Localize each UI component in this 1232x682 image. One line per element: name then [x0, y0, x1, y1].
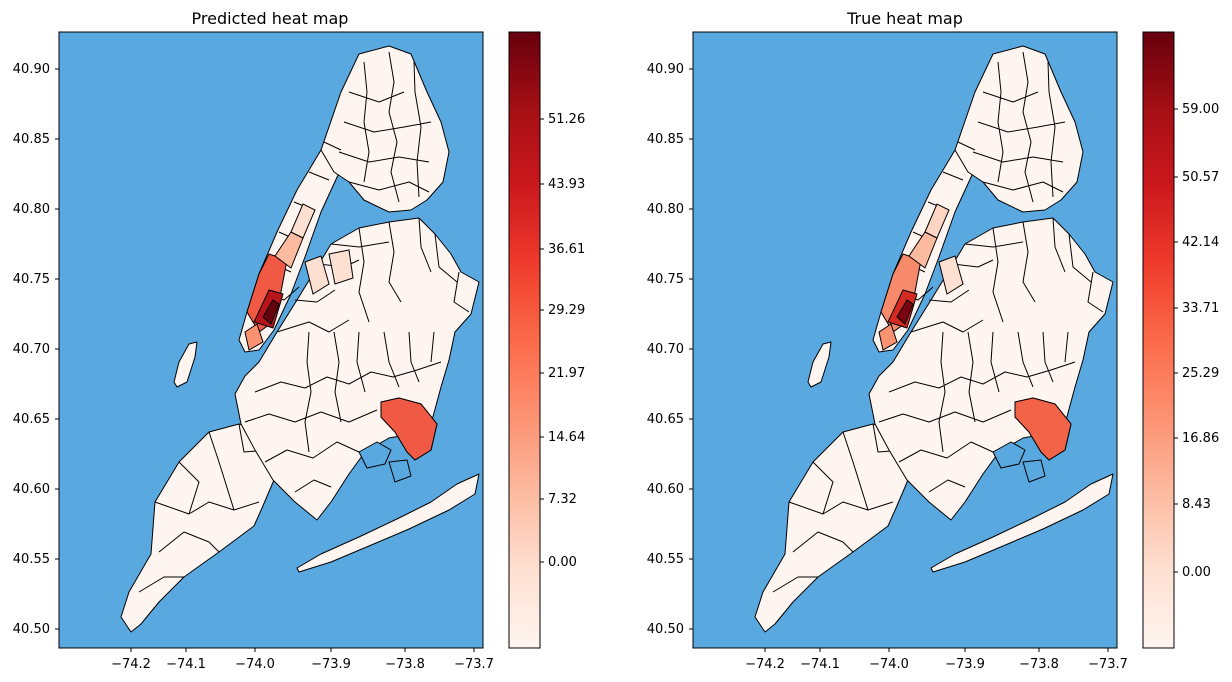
colorbar-tick: 25.29: [1182, 366, 1219, 381]
y-tick: 40.85: [647, 132, 684, 147]
x-tick: −73.9: [945, 657, 985, 672]
colorbar-tick: 8.43: [1182, 497, 1211, 512]
colorbar-tick: 42.14: [1182, 235, 1219, 250]
y-tick: 40.80: [647, 202, 684, 217]
true-map-frame: [692, 31, 1118, 649]
true-colorbar: 59.00 50.57 42.14 33.71 25.29 16.86 8.43…: [1142, 31, 1219, 649]
colorbar-tick: 0.00: [1182, 565, 1211, 580]
x-tick: −74.2: [111, 657, 151, 672]
y-tick: 40.70: [13, 342, 50, 357]
colorbar-tick: 43.93: [548, 177, 585, 192]
true-y-axis: 40.90 40.85 40.80 40.75 40.70 40.65 40.6…: [647, 62, 693, 637]
predicted-map-panel: Predicted heat map 40.90 40.85 40.80 40.…: [13, 9, 585, 672]
y-tick: 40.65: [647, 412, 684, 427]
predicted-map-regions: [120, 45, 480, 633]
y-tick: 40.55: [13, 552, 50, 567]
x-tick: −74.0: [869, 657, 909, 672]
x-tick: −73.8: [1019, 657, 1059, 672]
y-tick: 40.60: [647, 482, 684, 497]
colorbar-tick: 14.64: [548, 430, 585, 445]
y-tick: 40.90: [13, 62, 50, 77]
colorbar-gradient: [1142, 31, 1175, 649]
x-tick: −73.9: [311, 657, 351, 672]
colorbar-tick: 51.26: [548, 112, 585, 127]
x-tick: −73.8: [385, 657, 425, 672]
x-tick: −73.7: [1088, 657, 1128, 672]
colorbar-tick: 50.57: [1182, 170, 1219, 185]
colorbar-tick: 36.61: [548, 242, 585, 257]
predicted-colorbar: 51.26 43.93 36.61 29.29 21.97 14.64 7.32…: [508, 31, 585, 649]
predicted-title: Predicted heat map: [192, 9, 349, 28]
predicted-map-frame: [58, 31, 484, 649]
y-tick: 40.80: [13, 202, 50, 217]
colorbar-tick: 7.32: [548, 492, 577, 507]
y-tick: 40.50: [13, 622, 50, 637]
colorbar-tick: 29.29: [548, 303, 585, 318]
colorbar-tick: 59.00: [1182, 102, 1219, 117]
colorbar-tick: 16.86: [1182, 431, 1219, 446]
x-tick: −74.2: [745, 657, 785, 672]
y-tick: 40.75: [13, 272, 50, 287]
colorbar-tick: 0.00: [548, 555, 577, 570]
predicted-y-axis: 40.90 40.85 40.80 40.75 40.70 40.65 40.6…: [13, 62, 59, 637]
colorbar-gradient: [508, 31, 541, 649]
y-tick: 40.85: [13, 132, 50, 147]
colorbar-tick: 33.71: [1182, 301, 1219, 316]
x-tick: −73.7: [454, 657, 494, 672]
true-title: True heat map: [846, 9, 963, 28]
y-tick: 40.60: [13, 482, 50, 497]
x-tick: −74.1: [800, 657, 840, 672]
y-tick: 40.90: [647, 62, 684, 77]
y-tick: 40.70: [647, 342, 684, 357]
y-tick: 40.65: [13, 412, 50, 427]
colorbar-tick: 21.97: [548, 366, 585, 381]
true-map-panel: True heat map 40.90 40.85 40.80 40.75 40…: [647, 9, 1219, 672]
x-tick: −74.1: [166, 657, 206, 672]
true-map-regions: [754, 45, 1114, 633]
y-tick: 40.50: [647, 622, 684, 637]
true-x-axis: −74.2 −74.1 −74.0 −73.9 −73.8 −73.7: [745, 648, 1128, 672]
predicted-x-axis: −74.2 −74.1 −74.0 −73.9 −73.8 −73.7: [111, 648, 494, 672]
x-tick: −74.0: [235, 657, 275, 672]
y-tick: 40.75: [647, 272, 684, 287]
y-tick: 40.55: [647, 552, 684, 567]
